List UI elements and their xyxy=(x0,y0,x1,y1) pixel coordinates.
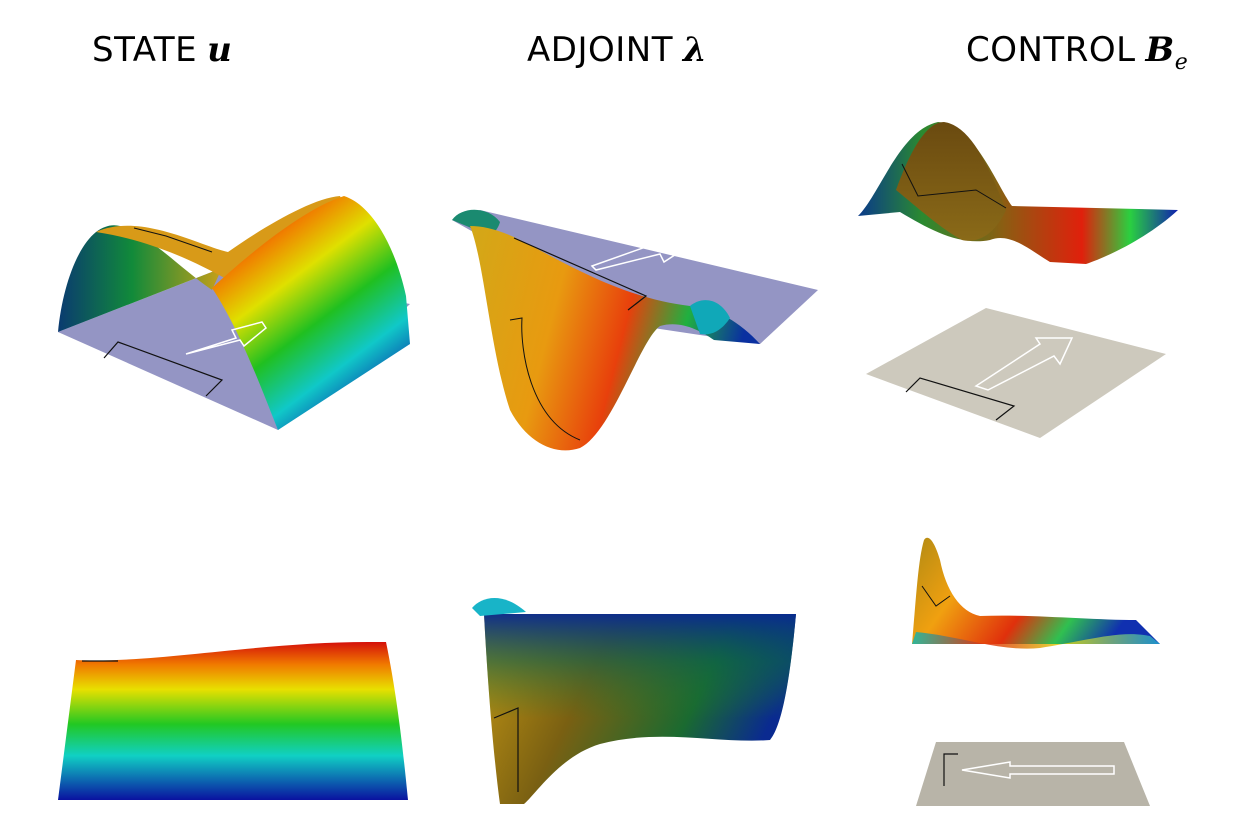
control-3d-surface xyxy=(858,122,1178,264)
control-header: CONTROL Be xyxy=(966,30,1188,75)
adjoint-symbol: λ xyxy=(682,30,708,70)
control-subscript: e xyxy=(1174,49,1189,75)
control-label: CONTROL xyxy=(966,30,1136,70)
control-3d-plane xyxy=(866,308,1166,438)
control-projection-surface xyxy=(912,537,1160,649)
adjoint-projection-surface xyxy=(472,598,796,804)
adjoint-header: ADJOINT λ xyxy=(527,30,707,70)
state-label: STATE xyxy=(92,30,198,70)
adjoint-3d-surface xyxy=(452,209,818,451)
state-symbol: u xyxy=(207,30,233,70)
adjoint-label: ADJOINT xyxy=(527,30,673,70)
state-3d-surface xyxy=(58,196,410,430)
state-header: STATE u xyxy=(92,30,232,70)
control-projection-plane xyxy=(916,742,1150,806)
state-projection-surface xyxy=(58,642,408,800)
control-symbol: B xyxy=(1145,30,1175,70)
